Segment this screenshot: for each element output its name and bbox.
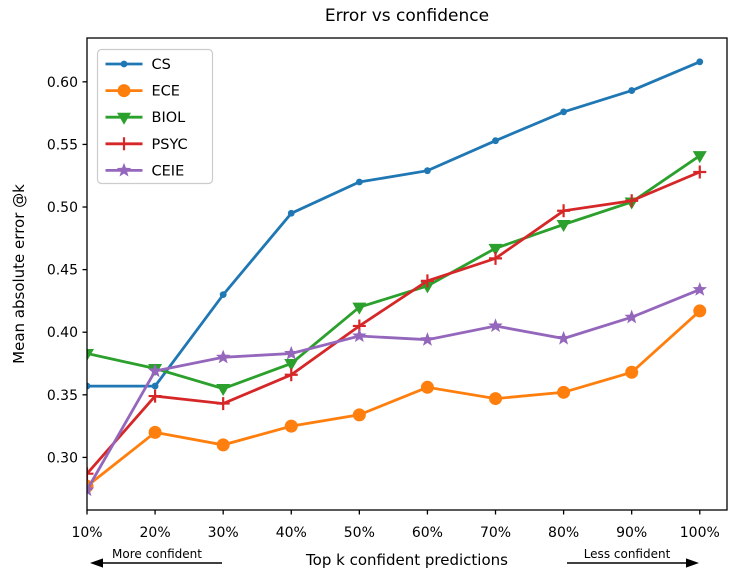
marker-ECE (693, 304, 707, 318)
marker-CEIE (692, 282, 707, 296)
marker-CEIE (352, 328, 367, 343)
marker-BIOL (556, 220, 571, 233)
y-axis-tick-label: 0.50 (47, 200, 78, 216)
marker-ECE (352, 408, 366, 422)
marker-CEIE (556, 330, 571, 345)
marker-CS (628, 87, 636, 94)
chart-title: Error vs confidence (324, 6, 490, 26)
legend-entry-BIOL: BIOL (105, 110, 186, 126)
marker-CS (355, 178, 363, 186)
marker-PSYC (87, 467, 94, 481)
marker-ECE (625, 365, 639, 379)
less-confident-arrowhead (686, 558, 699, 568)
series-line-BIOL (87, 154, 702, 391)
marker-CEIE (147, 363, 163, 378)
marker-PSYC (557, 204, 571, 218)
marker-ECE (557, 385, 571, 399)
x-axis-tick-label: 70% (480, 525, 511, 541)
marker-PSYC (625, 194, 639, 208)
legend-label-ECE: ECE (152, 84, 180, 100)
legend-entry-CS: CS (105, 57, 171, 73)
annotation-less-confident: Less confident (583, 547, 671, 561)
series-line-ECE (87, 309, 702, 488)
marker-CEIE (215, 349, 231, 364)
marker-CS (424, 167, 431, 175)
marker-BIOL (352, 302, 367, 315)
marker-CS (696, 58, 704, 66)
marker-PSYC (420, 274, 434, 288)
legend-label-BIOL: BIOL (152, 110, 186, 126)
marker-PSYC (216, 397, 230, 411)
x-axis-tick-label: 100% (680, 525, 720, 541)
series-CS (87, 58, 704, 390)
marker-CS (560, 108, 567, 116)
legend (96, 48, 214, 185)
legend-label-CS: CS (152, 57, 171, 73)
legend-label-CEIE: CEIE (152, 163, 185, 179)
y-axis-tick-label: 0.60 (47, 75, 78, 91)
series-line-CS (87, 60, 702, 388)
marker-CS (87, 382, 91, 390)
legend-entry-ECE: ECE (105, 84, 180, 100)
marker-CEIE (624, 309, 639, 324)
legend-entry-PSYC: PSYC (105, 137, 188, 153)
marker-BIOL (692, 151, 707, 164)
marker-ECE (284, 419, 298, 433)
series-PSYC (87, 165, 707, 481)
marker-PSYC-legend (117, 137, 131, 151)
marker-BIOL (87, 349, 94, 362)
marker-CS (287, 209, 295, 217)
marker-BIOL (488, 243, 503, 256)
x-axis-tick-label: 50% (344, 525, 375, 541)
marker-CS-legend (120, 60, 128, 68)
x-axis-tick-label: 20% (140, 525, 171, 541)
legend-label-PSYC: PSYC (152, 137, 188, 153)
marker-CEIE-legend (116, 162, 132, 177)
x-axis-label: Top k confident predictions (306, 551, 508, 569)
legend-entry-CEIE: CEIE (105, 162, 185, 179)
x-axis-tick-label: 30% (208, 525, 239, 541)
x-axis-tick-label: 40% (276, 525, 307, 541)
marker-CEIE (488, 318, 503, 333)
marker-PSYC (148, 389, 162, 403)
marker-ECE (216, 438, 230, 452)
x-axis-tick-label: 60% (412, 525, 443, 541)
marker-BIOL-legend (117, 112, 131, 125)
y-axis-tick-label: 0.55 (47, 137, 78, 153)
marker-PSYC (489, 251, 503, 265)
series-ECE (87, 304, 707, 493)
marker-ECE-legend (117, 84, 131, 98)
x-axis-tick-label: 80% (548, 525, 579, 541)
marker-ECE (420, 380, 434, 394)
marker-ECE (148, 425, 162, 439)
y-axis-tick-label: 0.35 (47, 388, 78, 404)
series-line-CEIE (87, 288, 702, 492)
y-axis-tick-label: 0.45 (47, 263, 78, 279)
marker-BIOL (284, 359, 299, 372)
series-CEIE (87, 282, 707, 497)
marker-CEIE (284, 345, 299, 360)
y-axis-tick-label: 0.40 (47, 325, 78, 341)
plot-box (86, 37, 728, 511)
annotation-more-confident: More confident (112, 547, 202, 561)
marker-PSYC (693, 165, 707, 179)
marker-PSYC (284, 368, 298, 382)
marker-CS (219, 291, 227, 299)
more-confident-arrowhead (90, 558, 103, 568)
x-axis-tick-label: 90% (616, 525, 647, 541)
marker-CEIE (87, 482, 95, 497)
marker-CEIE (420, 332, 435, 346)
marker-ECE (489, 392, 503, 406)
series-line-PSYC (87, 170, 702, 476)
series-BIOL (87, 151, 707, 397)
marker-CS (151, 382, 159, 390)
marker-CS (492, 137, 499, 145)
x-axis-tick-label: 10% (71, 525, 102, 541)
marker-BIOL (216, 384, 231, 397)
y-axis-tick-label: 0.30 (47, 450, 78, 466)
